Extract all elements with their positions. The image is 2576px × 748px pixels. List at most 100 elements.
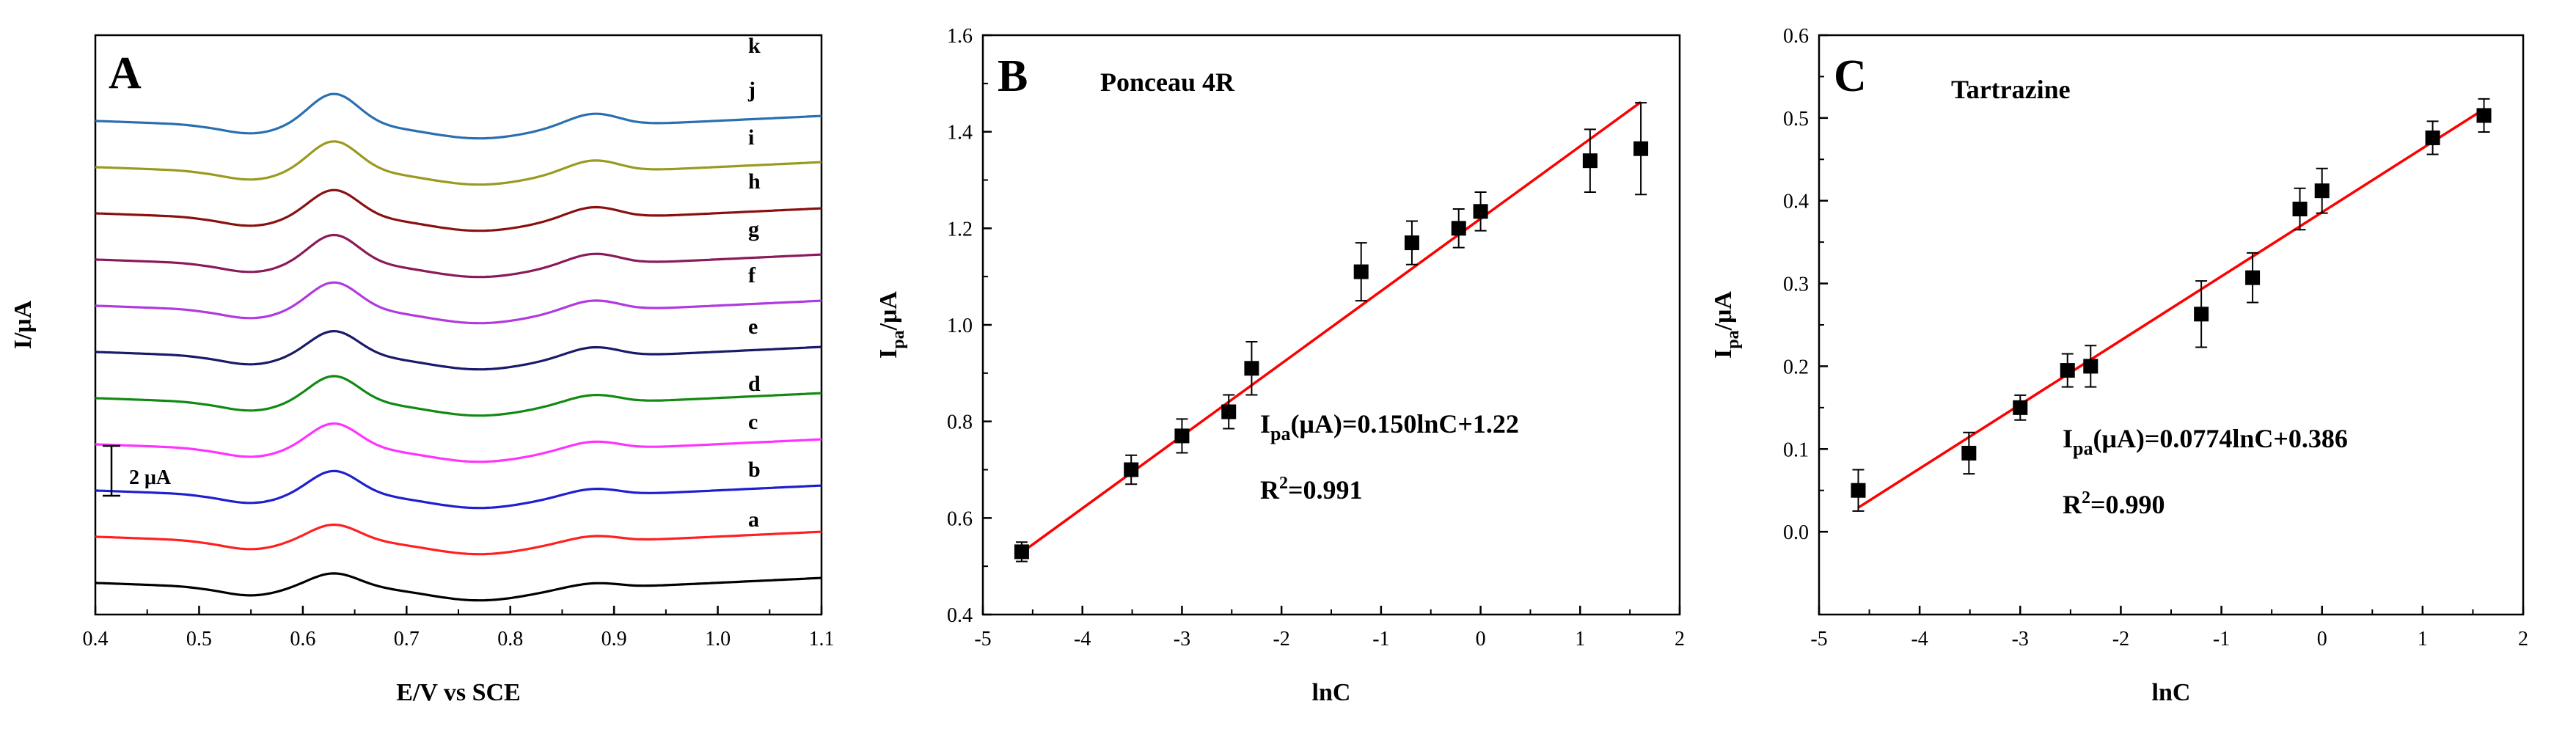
- panel-b-y-tick-label: 1.6: [947, 25, 973, 48]
- panel-b-x-tick-label: 2: [1675, 628, 1685, 650]
- panel-c-fit-line: [1857, 108, 2485, 509]
- panel-b-x-tick-label: 1: [1575, 628, 1585, 650]
- panel-c-data-point: [1851, 483, 1866, 498]
- trace-k: [95, 140, 822, 186]
- trace-c: [95, 469, 822, 510]
- trace-a: [95, 572, 822, 602]
- panel-c-r2: R2=0.990: [2063, 488, 2165, 519]
- panel-b-r2-main: R: [1260, 475, 1280, 505]
- panel-b-y-tick-label: 0.6: [947, 507, 973, 530]
- panel-c-data-point: [2194, 307, 2209, 322]
- panel-b-title: Ponceau 4R: [1100, 67, 1235, 97]
- panel-b-y-axis-main: I: [875, 349, 902, 359]
- panel-b-data-point: [1353, 264, 1369, 279]
- panel-c-data-point: [2425, 130, 2440, 145]
- panel-b-y-tick-label: 1.4: [947, 122, 973, 144]
- panel-c-frame: [1818, 34, 2525, 616]
- panel-c-equation: Ipa(μA)=0.0774lnC+0.386: [2063, 424, 2348, 459]
- panel-a-x-tick-label: 0.4: [83, 628, 109, 650]
- trace-letter-h: h: [748, 169, 761, 194]
- scale-bar: 2 μA: [103, 444, 172, 497]
- panel-c: -5 -4 -3 -2 -1 0 1 2 0.0 0.1 0.2 0.3 0.4 0.5 0.6 C Tar…: [1710, 25, 2528, 706]
- trace-letter-e: e: [748, 315, 758, 339]
- panel-c-y-tick-label: 0.4: [1783, 191, 1809, 213]
- panel-c-y-axis-title: Ipa/μA: [1710, 291, 1743, 359]
- panel-a-x-tick-label: 0.6: [290, 628, 315, 650]
- panel-b-x-tick-label: -4: [1074, 628, 1091, 650]
- panel-c-x-tick-label: 2: [2518, 628, 2528, 650]
- panel-c-data-point: [2476, 108, 2492, 123]
- panel-a-x-tick-label: 1.1: [809, 628, 835, 650]
- panel-b-r2-sup: 2: [1279, 474, 1288, 493]
- panel-b-y-tick-label: 1.0: [947, 315, 973, 337]
- panel-c-r2-sup: 2: [2082, 488, 2090, 507]
- panel-b-plot: -5 -4 -3 -2 -1 0 1 2 0.4 0.6 0.8 1.0 1.2 1.4 1.6: [947, 25, 1685, 650]
- panel-b-data-point: [1221, 404, 1237, 419]
- panel-a-x-axis-title: E/V vs SCE: [396, 679, 520, 706]
- panel-a-x-ticks: 0.4 0.5 0.6 0.7 0.8 0.9 1.0 1.1: [83, 606, 835, 650]
- panel-c-letter: C: [1834, 51, 1867, 101]
- panel-c-y-tick-label: 0.2: [1783, 356, 1809, 378]
- panel-b: -5 -4 -3 -2 -1 0 1 2 0.4 0.6 0.8 1.0 1.2 1.4 1.6 B Pon…: [875, 25, 1685, 706]
- panel-a: 0.4 0.5 0.6 0.7 0.8 0.9 1.0 1.1 A E/V vs SCE I/…: [10, 34, 835, 706]
- panel-c-x-tick-label: 0: [2317, 628, 2327, 650]
- panel-c-x-tick-label: 1: [2418, 628, 2428, 650]
- panel-c-y-tick-label: 0.0: [1783, 521, 1809, 544]
- trace-letter-a: a: [748, 507, 759, 532]
- trace-f: [95, 375, 822, 417]
- panel-b-equation: Ipa(μA)=0.150lnC+1.22: [1260, 409, 1519, 444]
- panel-c-y-axis-rest: /μA: [1710, 291, 1737, 331]
- trace-letter-d: d: [748, 372, 761, 396]
- panel-b-data-point: [1174, 428, 1190, 444]
- panel-b-data-point: [1633, 141, 1649, 156]
- panel-b-r2: R2=0.991: [1260, 474, 1363, 505]
- panel-b-y-tick-label: 1.2: [947, 218, 973, 241]
- panel-c-eq-sub: pa: [2073, 438, 2093, 459]
- panel-a-x-tick-label: 0.5: [186, 628, 212, 650]
- panel-c-x-tick-label: -4: [1911, 628, 1928, 650]
- panel-b-y-axis-sub: pa: [889, 330, 908, 348]
- panel-a-x-tick-label: 0.8: [497, 628, 523, 650]
- panel-b-data-point: [1473, 204, 1488, 219]
- panel-b-eq-rest: (μA)=0.150lnC+1.22: [1290, 409, 1518, 439]
- panel-b-eq-sub: pa: [1270, 423, 1290, 444]
- trace-letter-j: j: [747, 78, 755, 102]
- panel-b-y-tick-label: 0.8: [947, 411, 973, 434]
- trace-g: [95, 329, 822, 371]
- panel-b-data-point: [1451, 221, 1466, 236]
- panel-c-x-tick-label: -5: [1810, 628, 1827, 650]
- panel-b-data-point: [1244, 361, 1259, 376]
- trace-letter-k: k: [748, 34, 761, 58]
- trace-letter-i: i: [748, 125, 754, 150]
- panel-c-r2-main: R: [2063, 490, 2082, 519]
- panel-b-x-tick-label: -1: [1372, 628, 1389, 650]
- panel-a-letter: A: [109, 48, 142, 98]
- panel-a-x-tick-label: 0.9: [601, 628, 627, 650]
- panel-c-eq-rest: (μA)=0.0774lnC+0.386: [2093, 424, 2347, 453]
- panel-c-y-tick-label: 0.6: [1783, 25, 1809, 48]
- panel-b-y-tick-label: 0.4: [947, 604, 973, 627]
- trace-letter-g: g: [748, 217, 759, 241]
- panel-b-data-point: [1582, 153, 1598, 169]
- trace-letter-b: b: [748, 458, 761, 482]
- trace-i: [95, 233, 822, 279]
- panel-b-x-axis-title: lnC: [1312, 679, 1351, 706]
- panel-c-y-tick-label: 0.5: [1783, 108, 1809, 131]
- panel-c-y-axis-main: I: [1710, 349, 1737, 359]
- panel-b-x-tick-label: 0: [1476, 628, 1486, 650]
- trace-letter-f: f: [748, 263, 756, 287]
- trace-b: [95, 523, 822, 556]
- panel-c-x-axis-title: lnC: [2152, 679, 2191, 706]
- panel-b-y-axis-title: Ipa/μA: [875, 291, 908, 359]
- panel-c-data-point: [2060, 363, 2075, 378]
- panel-a-traces: [95, 92, 822, 602]
- panel-b-x-tick-label: -2: [1273, 628, 1289, 650]
- panel-b-x-tick-label: -3: [1174, 628, 1190, 650]
- panel-c-data-point: [1961, 445, 1977, 461]
- panel-c-x-tick-label: -3: [2012, 628, 2029, 650]
- panel-b-y-axis-rest: /μA: [875, 291, 902, 331]
- panel-b-data-point: [1404, 235, 1419, 251]
- panel-c-r2-rest: =0.990: [2090, 490, 2165, 519]
